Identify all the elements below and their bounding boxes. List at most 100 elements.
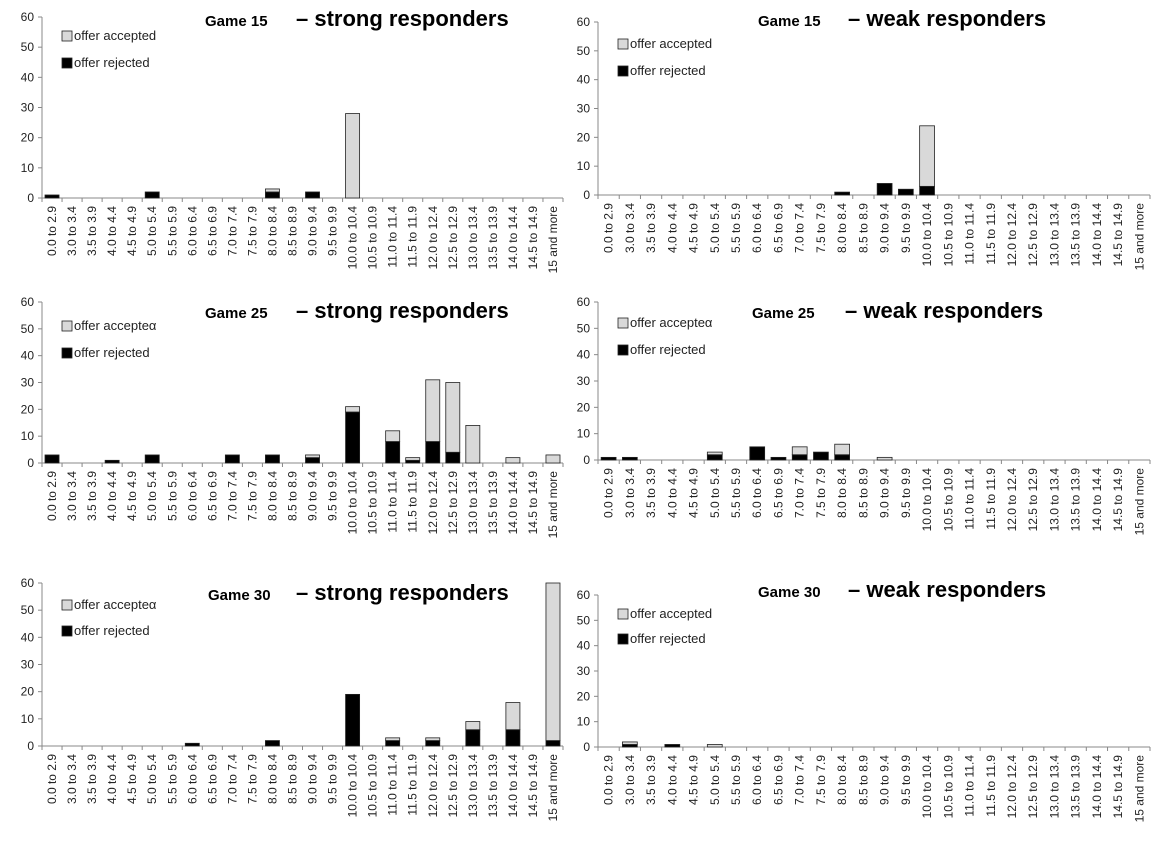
y-tick-label: 60 (577, 295, 591, 309)
x-tick-label: 8.0 to 8.4 (835, 203, 849, 253)
y-tick-label: 20 (21, 685, 35, 699)
x-tick-label: 10.5 to 10.9 (366, 471, 380, 535)
bar-rejected (898, 188, 914, 196)
x-tick-label: 14.0 to 14.4 (1090, 468, 1104, 532)
bar-accepted (305, 454, 320, 459)
x-tick-label: 15 and more (546, 206, 560, 274)
x-tick-label: 9.0 to 9.4 (878, 468, 892, 518)
panel-6: 0 10 20 30 40 50 60 0.0 to 2.9 3.0 to 3.4 3.5 to … (577, 577, 1151, 822)
x-tick-label: 7.0 to 7.4 (793, 203, 807, 253)
x-tick-label: 10.0 to 10.4 (346, 471, 360, 535)
legend-swatch-accepted (61, 30, 73, 42)
x-tick-label: 15 and more (546, 471, 560, 539)
y-tick-label: 20 (577, 400, 591, 414)
x-tick-label: 5.5 to 5.9 (729, 755, 743, 805)
x-tick-label: 5.5 to 5.9 (729, 203, 743, 253)
bar-rejected (425, 441, 441, 464)
x-tick-label: 5.0 to 5.4 (708, 203, 722, 253)
x-tick-label: 14.0 to 14.4 (1090, 203, 1104, 267)
x-tick-label: 12.5 to 12.9 (446, 754, 460, 818)
x-tick-label: 11.0 to 11.4 (963, 755, 977, 817)
x-tick-label: 10.5 to 10.9 (366, 206, 380, 270)
x-tick-label: 6.5 to 6.9 (205, 754, 219, 804)
x-tick-label: 7.0 to 7.4 (225, 206, 239, 256)
x-tick-label: 9.0 to 9.4 (306, 206, 320, 256)
x-tick-label: 4.0 to 4.4 (105, 754, 119, 804)
x-tick-label: 6.0 to 6.4 (750, 755, 764, 805)
x-tick-label: 8.5 to 8.9 (285, 754, 299, 804)
x-tick-label: 12.5 to 12.9 (1026, 468, 1040, 532)
x-tick-label: 8.5 to 8.9 (285, 206, 299, 256)
legend-swatch-rejected (61, 625, 73, 637)
x-tick-label: 8.5 to 8.9 (856, 755, 870, 805)
bar-accepted (919, 125, 935, 187)
x-tick-label: 13.5 to 13.9 (486, 754, 500, 818)
chart-title-game: Game 15 (205, 13, 268, 30)
x-tick-label: 11.5 to 11.9 (984, 203, 998, 265)
x-tick-label: 6.0 to 6.4 (185, 206, 199, 256)
y-tick-label: 60 (21, 10, 35, 24)
x-tick-label: 9.0 to 9.4 (878, 755, 892, 805)
panel-1: 0 10 20 30 40 50 60 0.0 to 2.9 3.0 to 3.4 3.5 to … (21, 6, 564, 274)
y-tick-label: 30 (577, 102, 591, 116)
bar-rejected (465, 729, 481, 747)
x-tick-label: 9.5 to 9.9 (326, 754, 340, 804)
x-tick-label: 10.0 to 10.4 (920, 203, 934, 267)
chart-title-game: Game 25 (205, 305, 268, 322)
bar-accepted (505, 457, 521, 464)
x-tick-label: 0.0 to 2.9 (602, 468, 616, 518)
x-tick-label: 0.0 to 2.9 (602, 755, 616, 805)
x-tick-label: 3.0 to 3.4 (623, 755, 637, 805)
x-tick-label: 7.5 to 7.9 (814, 755, 828, 805)
x-tick-label: 11.0 to 11.4 (963, 203, 977, 265)
bar-rejected (144, 454, 160, 464)
x-tick-label: 7.0 to 7.4 (225, 754, 239, 804)
bar-rejected (425, 740, 441, 747)
x-tick-label: 13.5 to 13.9 (1069, 468, 1083, 532)
chart-title-responders: – weak responders (848, 577, 1046, 602)
y-tick-label: 0 (583, 188, 590, 202)
x-tick-label: 14.0 to 14.4 (1090, 755, 1104, 819)
bar-accepted (425, 737, 441, 741)
x-tick-label: 12.0 to 12.4 (426, 754, 440, 818)
y-tick-label: 20 (577, 689, 591, 703)
panel-3: 0 10 20 30 40 50 60 0.0 to 2.9 3.0 to 3.4 3.5 to … (21, 295, 564, 539)
bar-accepted (706, 744, 723, 748)
x-tick-label: 13.0 to 13.4 (466, 471, 480, 535)
x-tick-label: 13.0 to 13.4 (466, 754, 480, 818)
bar-accepted (545, 582, 561, 741)
legend-swatch-rejected (61, 347, 73, 359)
bar-rejected (144, 191, 160, 199)
x-tick-label: 14.5 to 14.9 (526, 754, 540, 818)
bar-rejected (305, 191, 320, 199)
x-tick-label: 4.0 to 4.4 (665, 468, 679, 518)
bar-rejected (600, 456, 617, 461)
y-tick-label: 10 (577, 159, 591, 173)
bar-rejected (749, 446, 766, 461)
x-tick-label: 3.0 to 3.4 (65, 471, 79, 521)
y-tick-label: 60 (21, 576, 35, 590)
panel-5: 0 10 20 30 40 50 60 0.0 to 2.9 3.0 to 3.4 3.5 to … (21, 576, 564, 821)
x-tick-label: 3.5 to 3.9 (644, 468, 658, 518)
y-tick-label: 20 (577, 130, 591, 144)
x-tick-label: 15 and more (1132, 203, 1146, 271)
x-tick-label: 10.5 to 10.9 (941, 468, 955, 532)
x-tick-label: 7.0 to 7.4 (793, 755, 807, 805)
y-tick-label: 60 (577, 15, 591, 29)
x-tick-label: 13.0 to 13.4 (1047, 468, 1061, 532)
x-tick-label: 9.5 to 9.9 (899, 203, 913, 253)
x-tick-label: 5.0 to 5.4 (145, 471, 159, 521)
y-tick-label: 40 (21, 70, 35, 84)
bar-accepted (445, 382, 461, 453)
legend-label-rejected: offer rejected (74, 623, 150, 638)
x-tick-label: 9.5 to 9.9 (326, 471, 340, 521)
bar-rejected (919, 185, 935, 196)
y-tick-label: 0 (583, 740, 590, 754)
x-tick-label: 7.0 to 7.4 (793, 468, 807, 518)
x-tick-label: 3.5 to 3.9 (85, 754, 99, 804)
legend-label-rejected: offer rejected (74, 55, 150, 70)
legend-swatch-accepted (61, 599, 73, 611)
y-tick-label: 50 (577, 321, 591, 335)
bar-accepted (385, 737, 401, 741)
bar-rejected (545, 740, 561, 747)
